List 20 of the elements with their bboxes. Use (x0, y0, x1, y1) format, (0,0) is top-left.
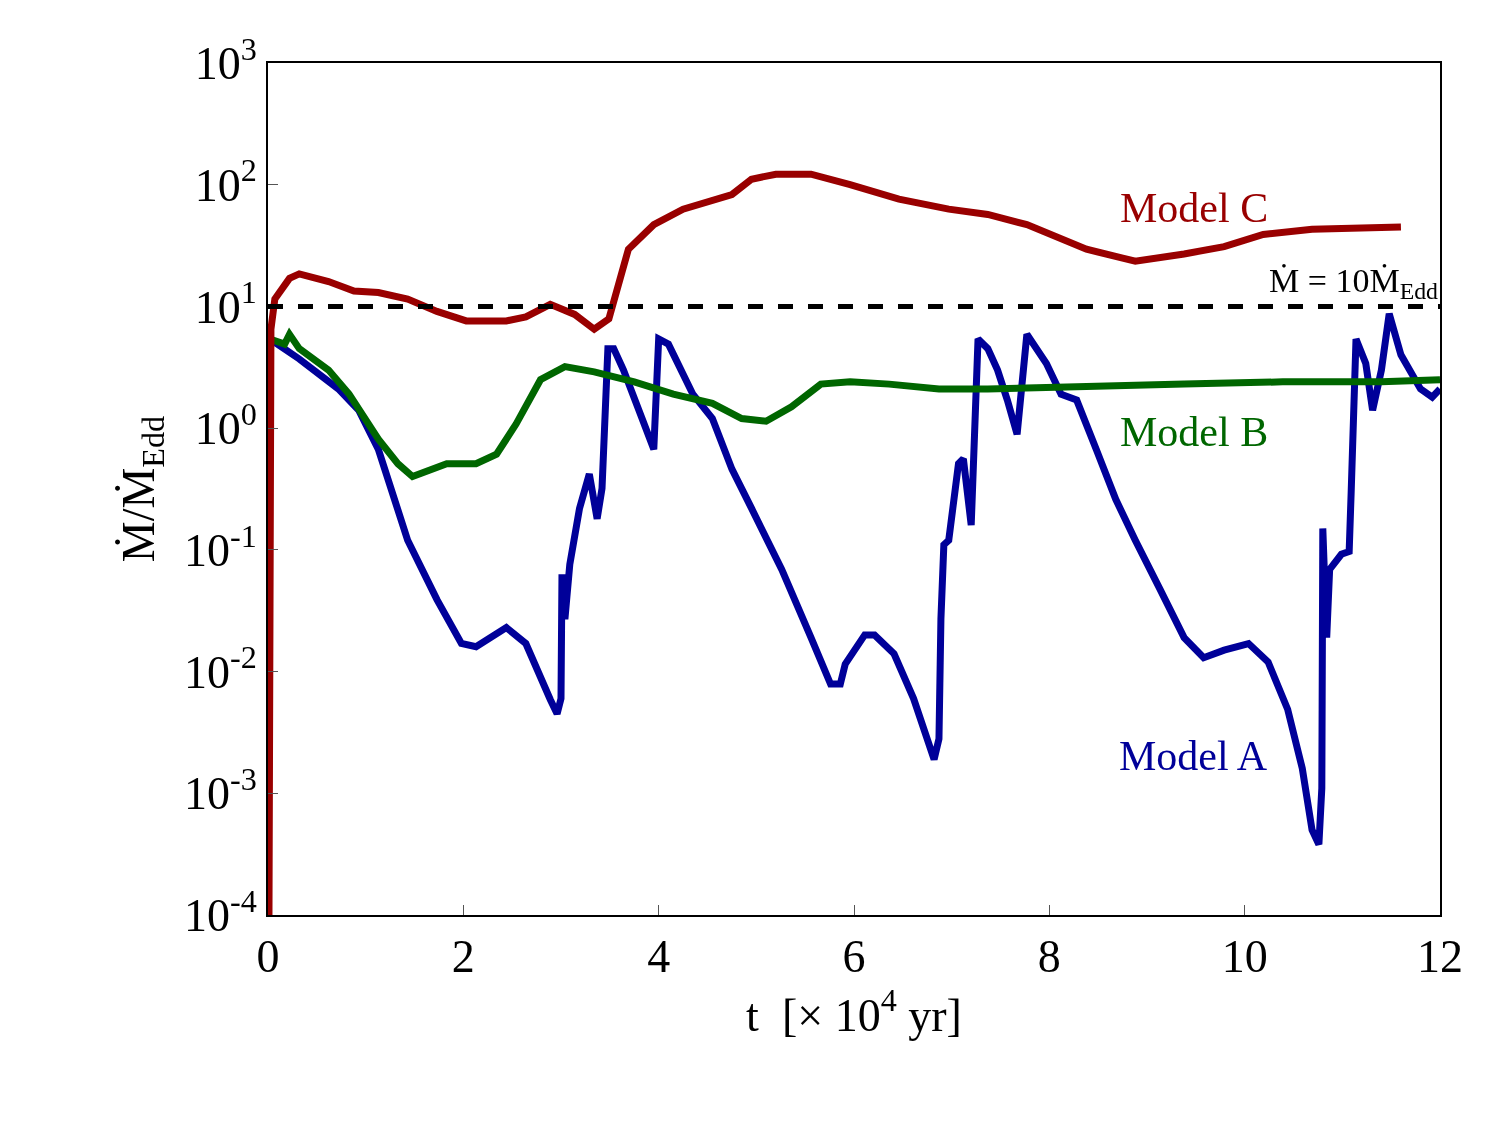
y-tick-label: 10$^{-3}$ (183, 761, 257, 820)
y-tick-label: 10$^{-1}$ (183, 517, 257, 576)
series-label: Model B (1120, 409, 1269, 455)
x-tick-label: 6 (842, 931, 866, 983)
y-tick-label: 10$^{3}$ (194, 30, 257, 90)
x-tick-label: 10 (1221, 931, 1268, 983)
y-tick-label: 10$^{2}$ (194, 152, 257, 211)
y-tick-label: 10$^{0}$ (194, 395, 257, 455)
series-label: Model A (1119, 733, 1268, 779)
y-tick-label: 10$^{-4}$ (183, 882, 257, 942)
x-tick-label: 8 (1037, 931, 1061, 983)
series-label: Model C (1120, 185, 1269, 231)
x-tick-label: 12 (1417, 931, 1463, 983)
x-tick-label: 4 (647, 931, 671, 983)
y-tick-label: 10$^{-2}$ (183, 639, 257, 698)
ref-line-label: Ṁ = 10Ṁ$_{Edd}$ (1269, 262, 1439, 305)
x-axis-title: t [× 10$^{4}$ yr] (746, 982, 962, 1041)
x-tick-label: 0 (256, 931, 280, 983)
y-tick-label: 10$^{1}$ (194, 274, 257, 333)
x-tick-label: 2 (451, 931, 475, 983)
